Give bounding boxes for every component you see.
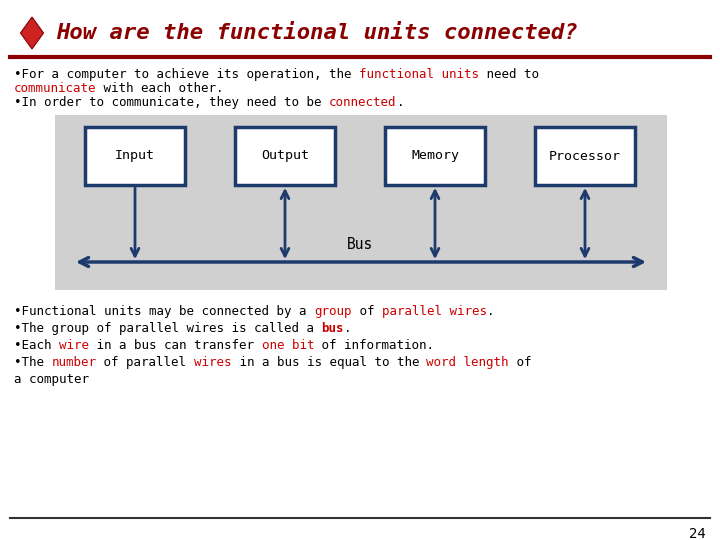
- Text: •The: •The: [14, 356, 52, 369]
- Text: a computer: a computer: [14, 373, 89, 386]
- Text: of parallel: of parallel: [96, 356, 194, 369]
- Text: of: of: [509, 356, 531, 369]
- Text: word length: word length: [426, 356, 509, 369]
- Text: with each other.: with each other.: [96, 82, 224, 95]
- Text: •Each: •Each: [14, 339, 59, 352]
- Text: need to: need to: [479, 68, 539, 81]
- FancyBboxPatch shape: [55, 115, 667, 290]
- Text: wires: wires: [194, 356, 232, 369]
- Text: .: .: [344, 322, 351, 335]
- Text: number: number: [52, 356, 96, 369]
- Text: communicate: communicate: [14, 82, 96, 95]
- Text: How are the functional units connected?: How are the functional units connected?: [56, 23, 577, 43]
- Text: Input: Input: [115, 150, 155, 163]
- Text: in a bus is equal to the: in a bus is equal to the: [232, 356, 426, 369]
- Text: Memory: Memory: [411, 150, 459, 163]
- Text: group: group: [314, 305, 351, 318]
- FancyBboxPatch shape: [535, 127, 635, 185]
- Text: of: of: [351, 305, 382, 318]
- Text: .: .: [397, 96, 404, 109]
- FancyBboxPatch shape: [385, 127, 485, 185]
- Text: bus: bus: [322, 322, 344, 335]
- Text: •For a computer to achieve its operation, the: •For a computer to achieve its operation…: [14, 68, 359, 81]
- Polygon shape: [20, 17, 43, 49]
- FancyBboxPatch shape: [85, 127, 185, 185]
- Text: •Functional units may be connected by a: •Functional units may be connected by a: [14, 305, 314, 318]
- Text: .: .: [487, 305, 494, 318]
- Text: •The group of parallel wires is called a: •The group of parallel wires is called a: [14, 322, 322, 335]
- Text: Bus: Bus: [347, 237, 373, 252]
- Text: connected: connected: [329, 96, 397, 109]
- Text: Output: Output: [261, 150, 309, 163]
- Text: in a bus can transfer: in a bus can transfer: [89, 339, 261, 352]
- Text: •In order to communicate, they need to be: •In order to communicate, they need to b…: [14, 96, 329, 109]
- Text: Processor: Processor: [549, 150, 621, 163]
- FancyBboxPatch shape: [235, 127, 335, 185]
- Text: functional units: functional units: [359, 68, 479, 81]
- Text: one bit: one bit: [261, 339, 314, 352]
- Text: 24: 24: [689, 527, 706, 540]
- Text: wire: wire: [59, 339, 89, 352]
- Text: parallel wires: parallel wires: [382, 305, 487, 318]
- Text: of information.: of information.: [314, 339, 434, 352]
